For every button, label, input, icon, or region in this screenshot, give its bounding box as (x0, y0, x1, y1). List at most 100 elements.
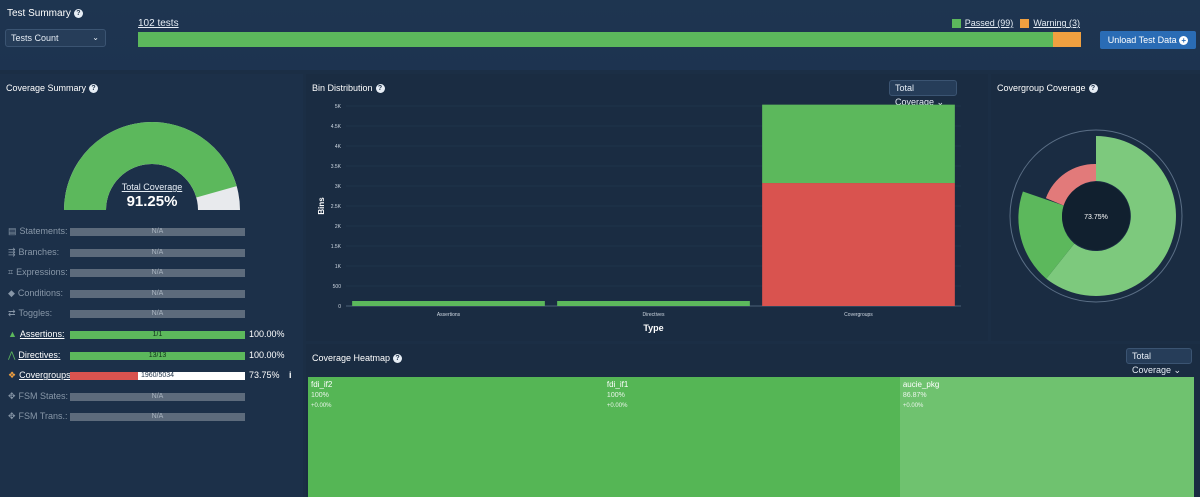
coverage-row-bar-fill (70, 372, 139, 381)
tests-count-link[interactable]: 102 tests (138, 18, 179, 29)
coverage-row-label: ▤ Statements: (8, 226, 68, 237)
help-icon[interactable]: ? (73, 8, 83, 18)
directive-icon: ⋀ (8, 349, 16, 360)
y-tick-label: 5K (335, 104, 342, 110)
coverage-row-bar: N/A (70, 289, 245, 298)
coverage-row-label[interactable]: ❖ Covergroups: (8, 370, 73, 381)
coverage-row-covergroups[interactable]: ❖ Covergroups: 1960/5034 73.75% i (8, 370, 298, 382)
passed-legend[interactable]: Passed (99) (964, 18, 1014, 28)
chevron-down-icon: ⌄ (936, 97, 945, 107)
expression-icon: ⌗ (8, 267, 14, 278)
bar-covergroups[interactable] (762, 183, 955, 306)
heatmap-cell[interactable]: aucie_pkg 86.87% +0.00% (899, 377, 1194, 497)
bin-distribution-title: Bin Distribution? (312, 83, 385, 94)
coverage-row-label-text: Branches: (18, 246, 60, 257)
covergroup-center-value: 73.75% (1084, 214, 1108, 221)
heatmap-cell[interactable]: fdi_if1 100% +0.00% (603, 377, 900, 497)
info-icon[interactable]: i (289, 370, 292, 381)
y-tick-label: 500 (333, 284, 342, 290)
coverage-row-percent: 100.00% (249, 349, 285, 360)
coverage-summary-title: Coverage Summary? (6, 83, 99, 94)
coverage-row-bar: N/A (70, 310, 245, 319)
y-tick-label: 2.5K (331, 204, 342, 210)
test-results-bar[interactable] (138, 32, 1081, 47)
coverage-row-label-text: FSM Trans.: (18, 411, 68, 422)
bar-assertions[interactable] (352, 301, 545, 306)
heatmap-cell-percent: 100% (311, 392, 329, 399)
heatmap-cell-percent: 86.87% (902, 392, 927, 399)
coverage-row-label[interactable]: ⋀ Directives: (8, 350, 60, 361)
coverage-row-statements: ▤ Statements: N/A (8, 226, 298, 238)
bin-coverage-select[interactable]: Total Coverage ⌄ (889, 80, 957, 107)
coverage-summary-panel: Coverage Summary? Total Coverage 91.25% … (0, 74, 303, 497)
coverage-row-assertions[interactable]: ▲ Assertions: 1/1 100.00% (8, 329, 298, 341)
coverage-row-value: N/A (151, 269, 164, 277)
toggle-icon: ⇄ (8, 308, 16, 319)
total-coverage-label[interactable]: Total Coverage (121, 182, 183, 192)
coverage-row-value: N/A (151, 248, 164, 256)
bin-distribution-panel: Bin Distribution? Total Coverage ⌄ 0 500 1… (306, 74, 988, 341)
sunburst-segment-passed-inner[interactable] (1018, 191, 1075, 279)
coverage-row-label: ◆ Conditions: (8, 288, 63, 299)
coverage-row-branches: ⇶ Branches: N/A (8, 247, 298, 259)
bar-covergroups[interactable] (762, 104, 955, 184)
heatmap-cell-name: fdi_if2 (311, 380, 333, 389)
coverage-row-label-text: Conditions: (17, 287, 63, 298)
help-icon[interactable]: ? (89, 84, 99, 94)
covergroup-icon: ❖ (8, 370, 17, 381)
heatmap-cell-name: fdi_if1 (606, 380, 629, 389)
y-axis-label: Bins (317, 197, 326, 215)
coverage-row-bar: 1960/5034 (70, 372, 245, 381)
tests-count-select[interactable]: Tests Count ⌄ (5, 29, 106, 47)
coverage-row-value: 1960/5034 (140, 372, 175, 380)
condition-icon: ◆ (8, 287, 15, 298)
help-icon[interactable]: ? (393, 354, 403, 364)
coverage-row-bar-fill (70, 351, 245, 360)
x-tick-label: Assertions (437, 312, 461, 318)
coverage-row-label-text: Assertions: (19, 329, 65, 339)
passed-swatch (951, 18, 961, 28)
coverage-row-expressions: ⌗ Expressions: N/A (8, 267, 298, 279)
heatmap-cell-percent: 100% (606, 392, 625, 399)
heatmap-coverage-select[interactable]: Total Coverage ⌄ (1126, 348, 1192, 375)
coverage-row-fsmtrans: ✥ FSM Trans.: N/A (8, 411, 298, 423)
coverage-row-label[interactable]: ▲ Assertions: (8, 329, 64, 339)
bar-directives[interactable] (557, 301, 750, 306)
assertion-icon: ▲ (8, 329, 17, 339)
y-tick-label: 3K (335, 184, 342, 190)
warning-swatch (1020, 18, 1030, 28)
help-icon[interactable]: ? (375, 84, 385, 94)
test-summary-bar: Test Summary? Tests Count ⌄ 102 tests Pa… (0, 0, 1200, 70)
coverage-row-bar: N/A (70, 413, 245, 422)
coverage-row-label-text: Expressions: (16, 267, 68, 278)
coverage-heatmap-title: Coverage Heatmap? (312, 353, 403, 364)
warning-segment[interactable] (1053, 32, 1081, 47)
coverage-row-value: N/A (151, 310, 164, 318)
coverage-row-label: ✥ FSM Trans.: (8, 411, 68, 422)
coverage-row-directives[interactable]: ⋀ Directives: 13/13 100.00% (8, 350, 298, 362)
coverage-row-label-text: FSM States: (18, 390, 69, 401)
covergroup-coverage-panel: Covergroup Coverage? 73.75% (991, 74, 1200, 341)
covergroup-coverage-title: Covergroup Coverage? (997, 83, 1098, 94)
branch-icon: ⇶ (8, 246, 16, 257)
coverage-row-percent: 73.75% (249, 370, 280, 381)
plus-circle-icon: + (1179, 36, 1189, 46)
coverage-row-value: 1/1 (152, 331, 163, 338)
help-icon[interactable]: ? (1088, 84, 1098, 94)
coverage-row-toggles: ⇄ Toggles: N/A (8, 308, 298, 320)
unload-test-data-button[interactable]: Unload Test Data + (1100, 31, 1196, 49)
total-coverage-value: 91.25% (126, 193, 178, 210)
coverage-row-bar: 1/1 (70, 331, 245, 339)
gauge-fill (64, 122, 237, 210)
y-tick-label: 0 (338, 304, 341, 310)
heatmap-cell[interactable]: fdi_if2 100% +0.00% (308, 377, 604, 497)
heatmap-cell-delta: +0.00% (311, 403, 332, 409)
coverage-row-label-text: Statements: (19, 226, 68, 236)
coverage-row-value: N/A (151, 392, 164, 400)
sunburst-segment-missed[interactable] (1045, 163, 1096, 206)
heatmap-cell-delta: +0.00% (606, 403, 628, 409)
chevron-down-icon: ⌄ (92, 33, 99, 42)
sunburst-segment-passed-outer[interactable] (1046, 136, 1176, 296)
coverage-row-bar: 13/13 (70, 351, 245, 360)
warning-legend[interactable]: Warning (3) (1033, 18, 1080, 28)
